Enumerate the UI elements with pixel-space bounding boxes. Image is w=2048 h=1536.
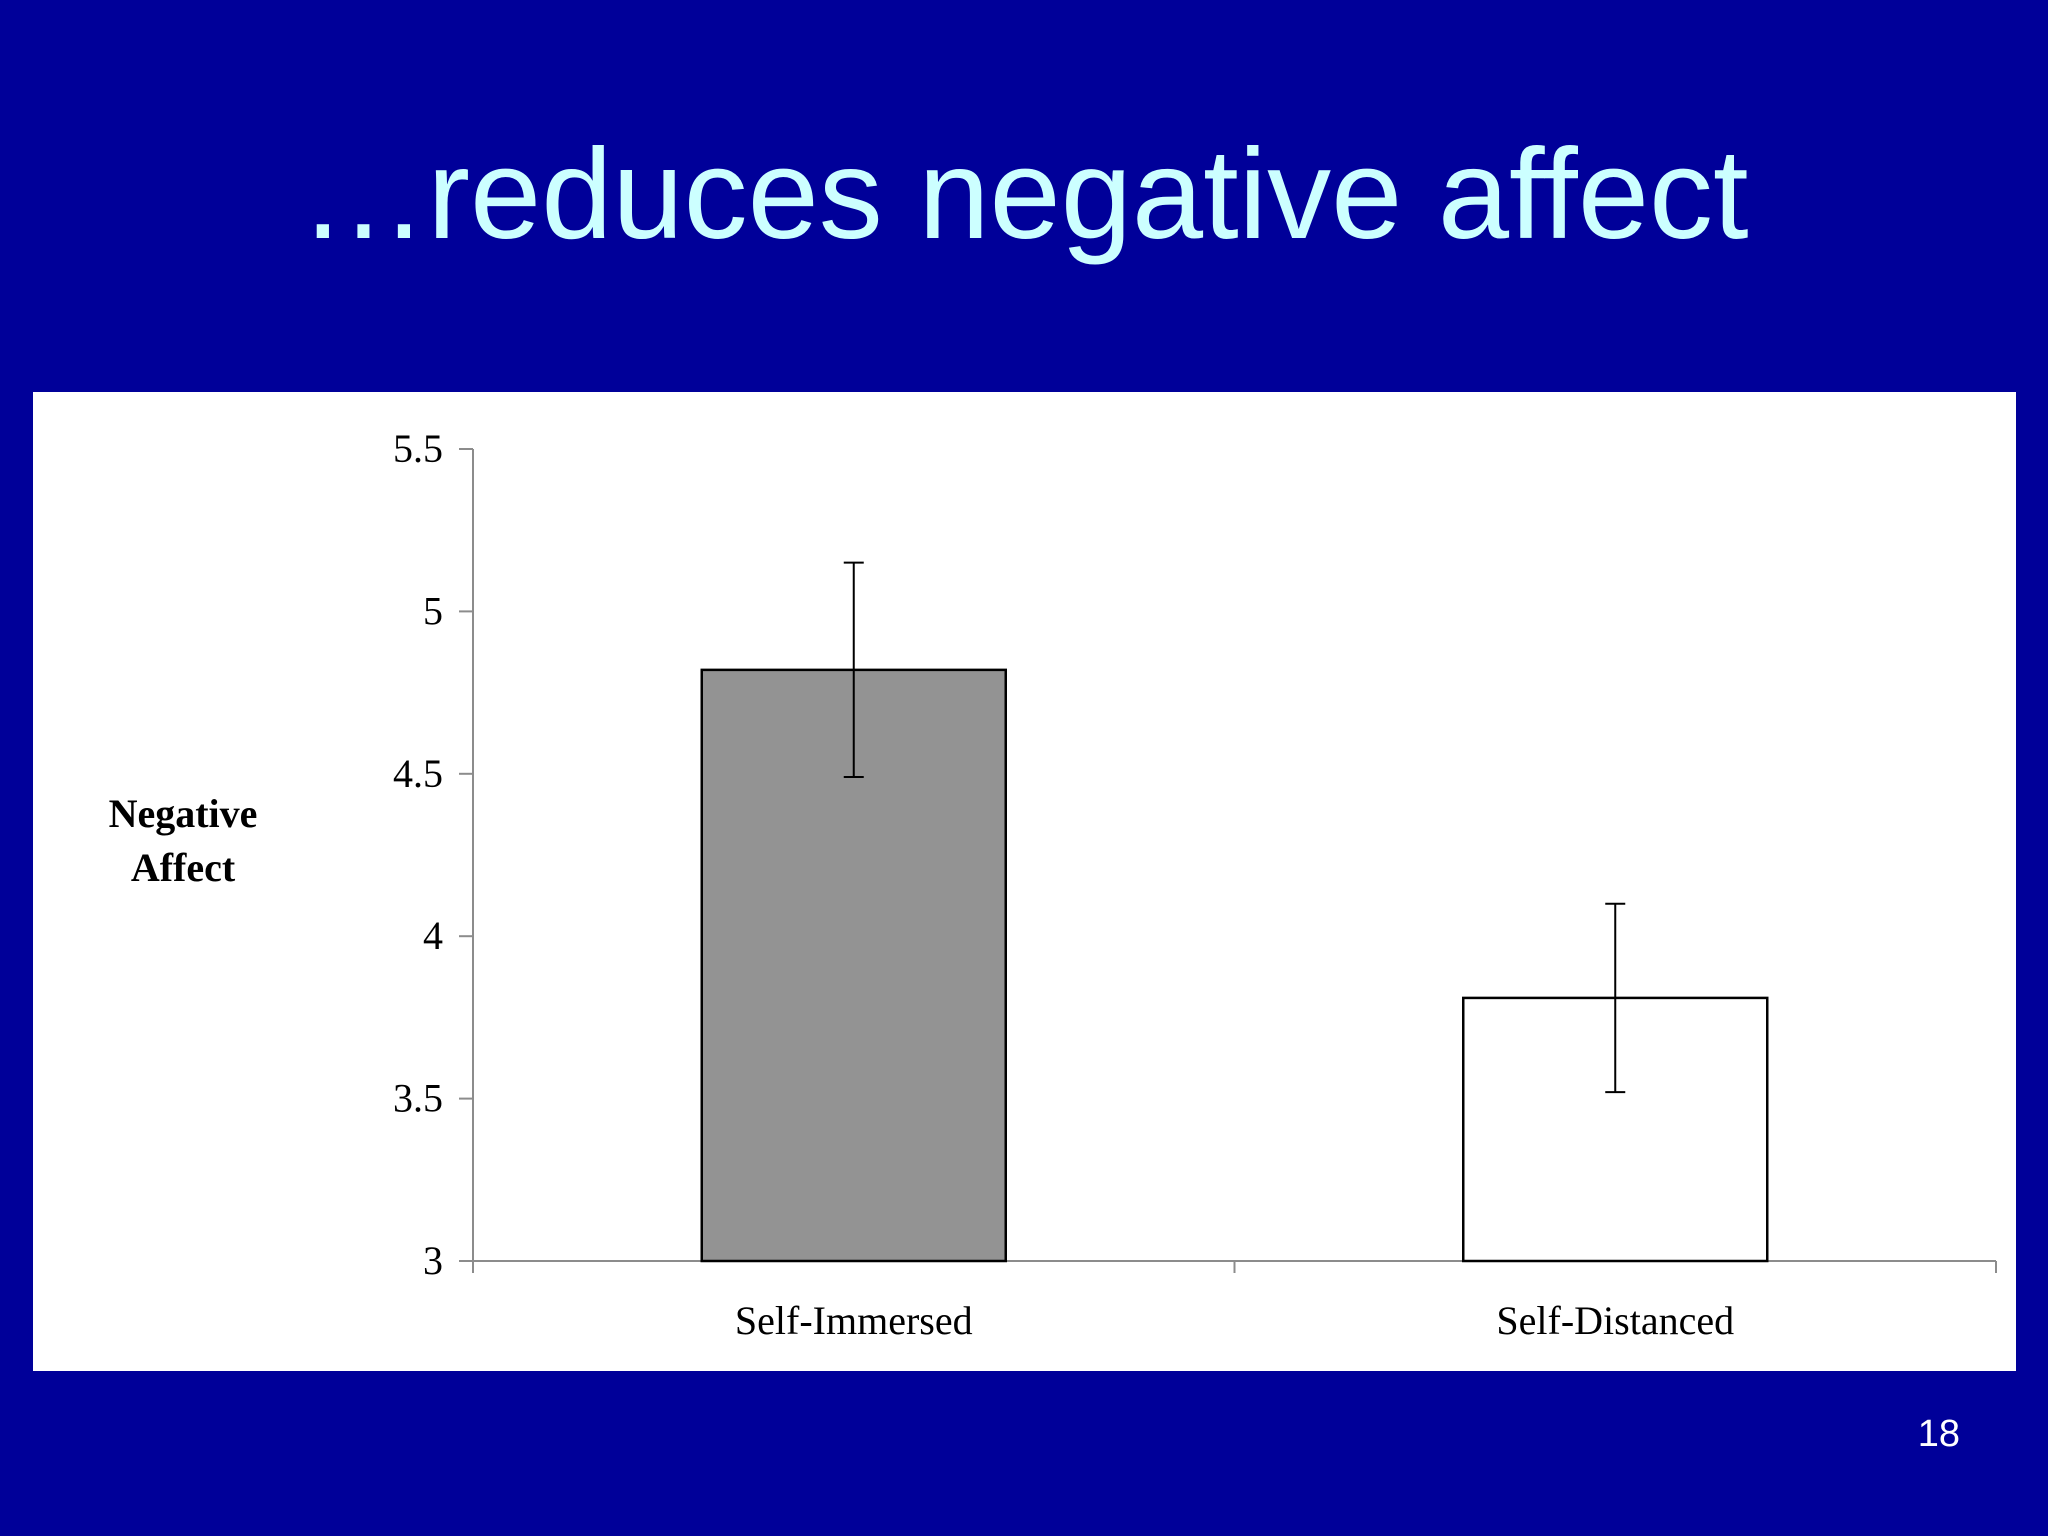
y-tick-label: 4: [423, 913, 443, 958]
x-category-label: Self-Immersed: [735, 1298, 973, 1343]
y-axis-label-line-1: Negative: [108, 791, 258, 836]
y-axis-label-line-2: Affect: [130, 845, 236, 890]
y-axis-label: Negative Affect: [53, 787, 313, 895]
y-tick-label: 5.5: [393, 426, 443, 471]
y-tick-label: 3.5: [393, 1076, 443, 1121]
y-tick-label: 5: [423, 588, 443, 633]
bar-chart: 3 3.5 4 4.5 5 5.5 Self-Immersed Self-Distanced: [393, 426, 1997, 1343]
y-tick-label: 4.5: [393, 751, 443, 796]
x-category-label: Self-Distanced: [1496, 1298, 1734, 1343]
slide-number: 18: [1917, 1413, 1960, 1455]
slide-title: …reduces negative affect: [299, 123, 1749, 266]
chart-panel: 3 3.5 4 4.5 5 5.5 Self-Immersed Self-Distanced …: [33, 392, 2016, 1371]
y-tick-label: 3: [423, 1238, 443, 1283]
